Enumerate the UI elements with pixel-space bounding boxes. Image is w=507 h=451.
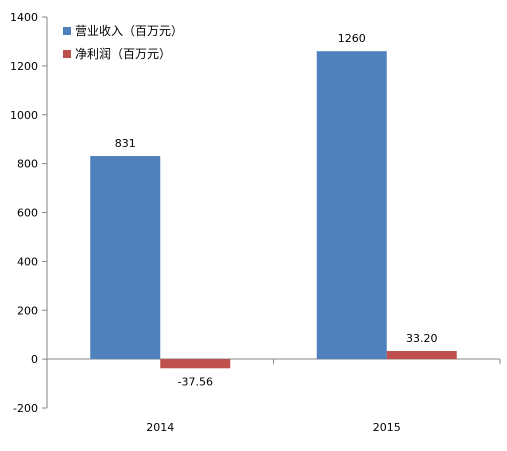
x-axis-ticks: 2014 2015 [46, 359, 501, 434]
data-label-net-profit-2014: -37.56 [178, 375, 213, 388]
bar-revenue-2014 [90, 156, 161, 360]
data-label-net-profit-2015: 33.20 [406, 332, 438, 345]
y-tick-label: 800 [17, 158, 38, 171]
y-tick-label: 200 [17, 304, 38, 317]
legend-label-net-profit: 净利润（百万元） [75, 47, 171, 61]
y-tick-label: 1000 [10, 109, 38, 122]
data-labels: 831 1260 -37.56 33.20 [115, 32, 438, 388]
y-tick-label: 1200 [10, 60, 38, 73]
legend-swatch-net-profit [63, 50, 71, 58]
y-tick-label: 1400 [10, 11, 38, 24]
y-axis-ticks: -200 0 200 400 600 800 1000 1200 1400 [10, 11, 47, 415]
x-tick-label: 2015 [373, 421, 401, 434]
legend: 营业收入（百万元） 净利润（百万元） [63, 24, 183, 61]
y-tick-label: 400 [17, 255, 38, 268]
data-label-revenue-2014: 831 [115, 137, 136, 150]
y-tick-label: -200 [13, 402, 38, 415]
y-tick-label: 600 [17, 207, 38, 220]
x-tick-label: 2014 [146, 421, 174, 434]
data-label-revenue-2015: 1260 [338, 32, 366, 45]
legend-swatch-revenue [63, 27, 71, 35]
bar-net-profit-2015 [386, 351, 457, 360]
y-tick-label: 0 [31, 353, 38, 366]
bar-marks [90, 51, 457, 369]
bar-net-profit-2014 [160, 359, 231, 369]
bar-revenue-2015 [316, 51, 387, 360]
legend-label-revenue: 营业收入（百万元） [75, 24, 183, 38]
